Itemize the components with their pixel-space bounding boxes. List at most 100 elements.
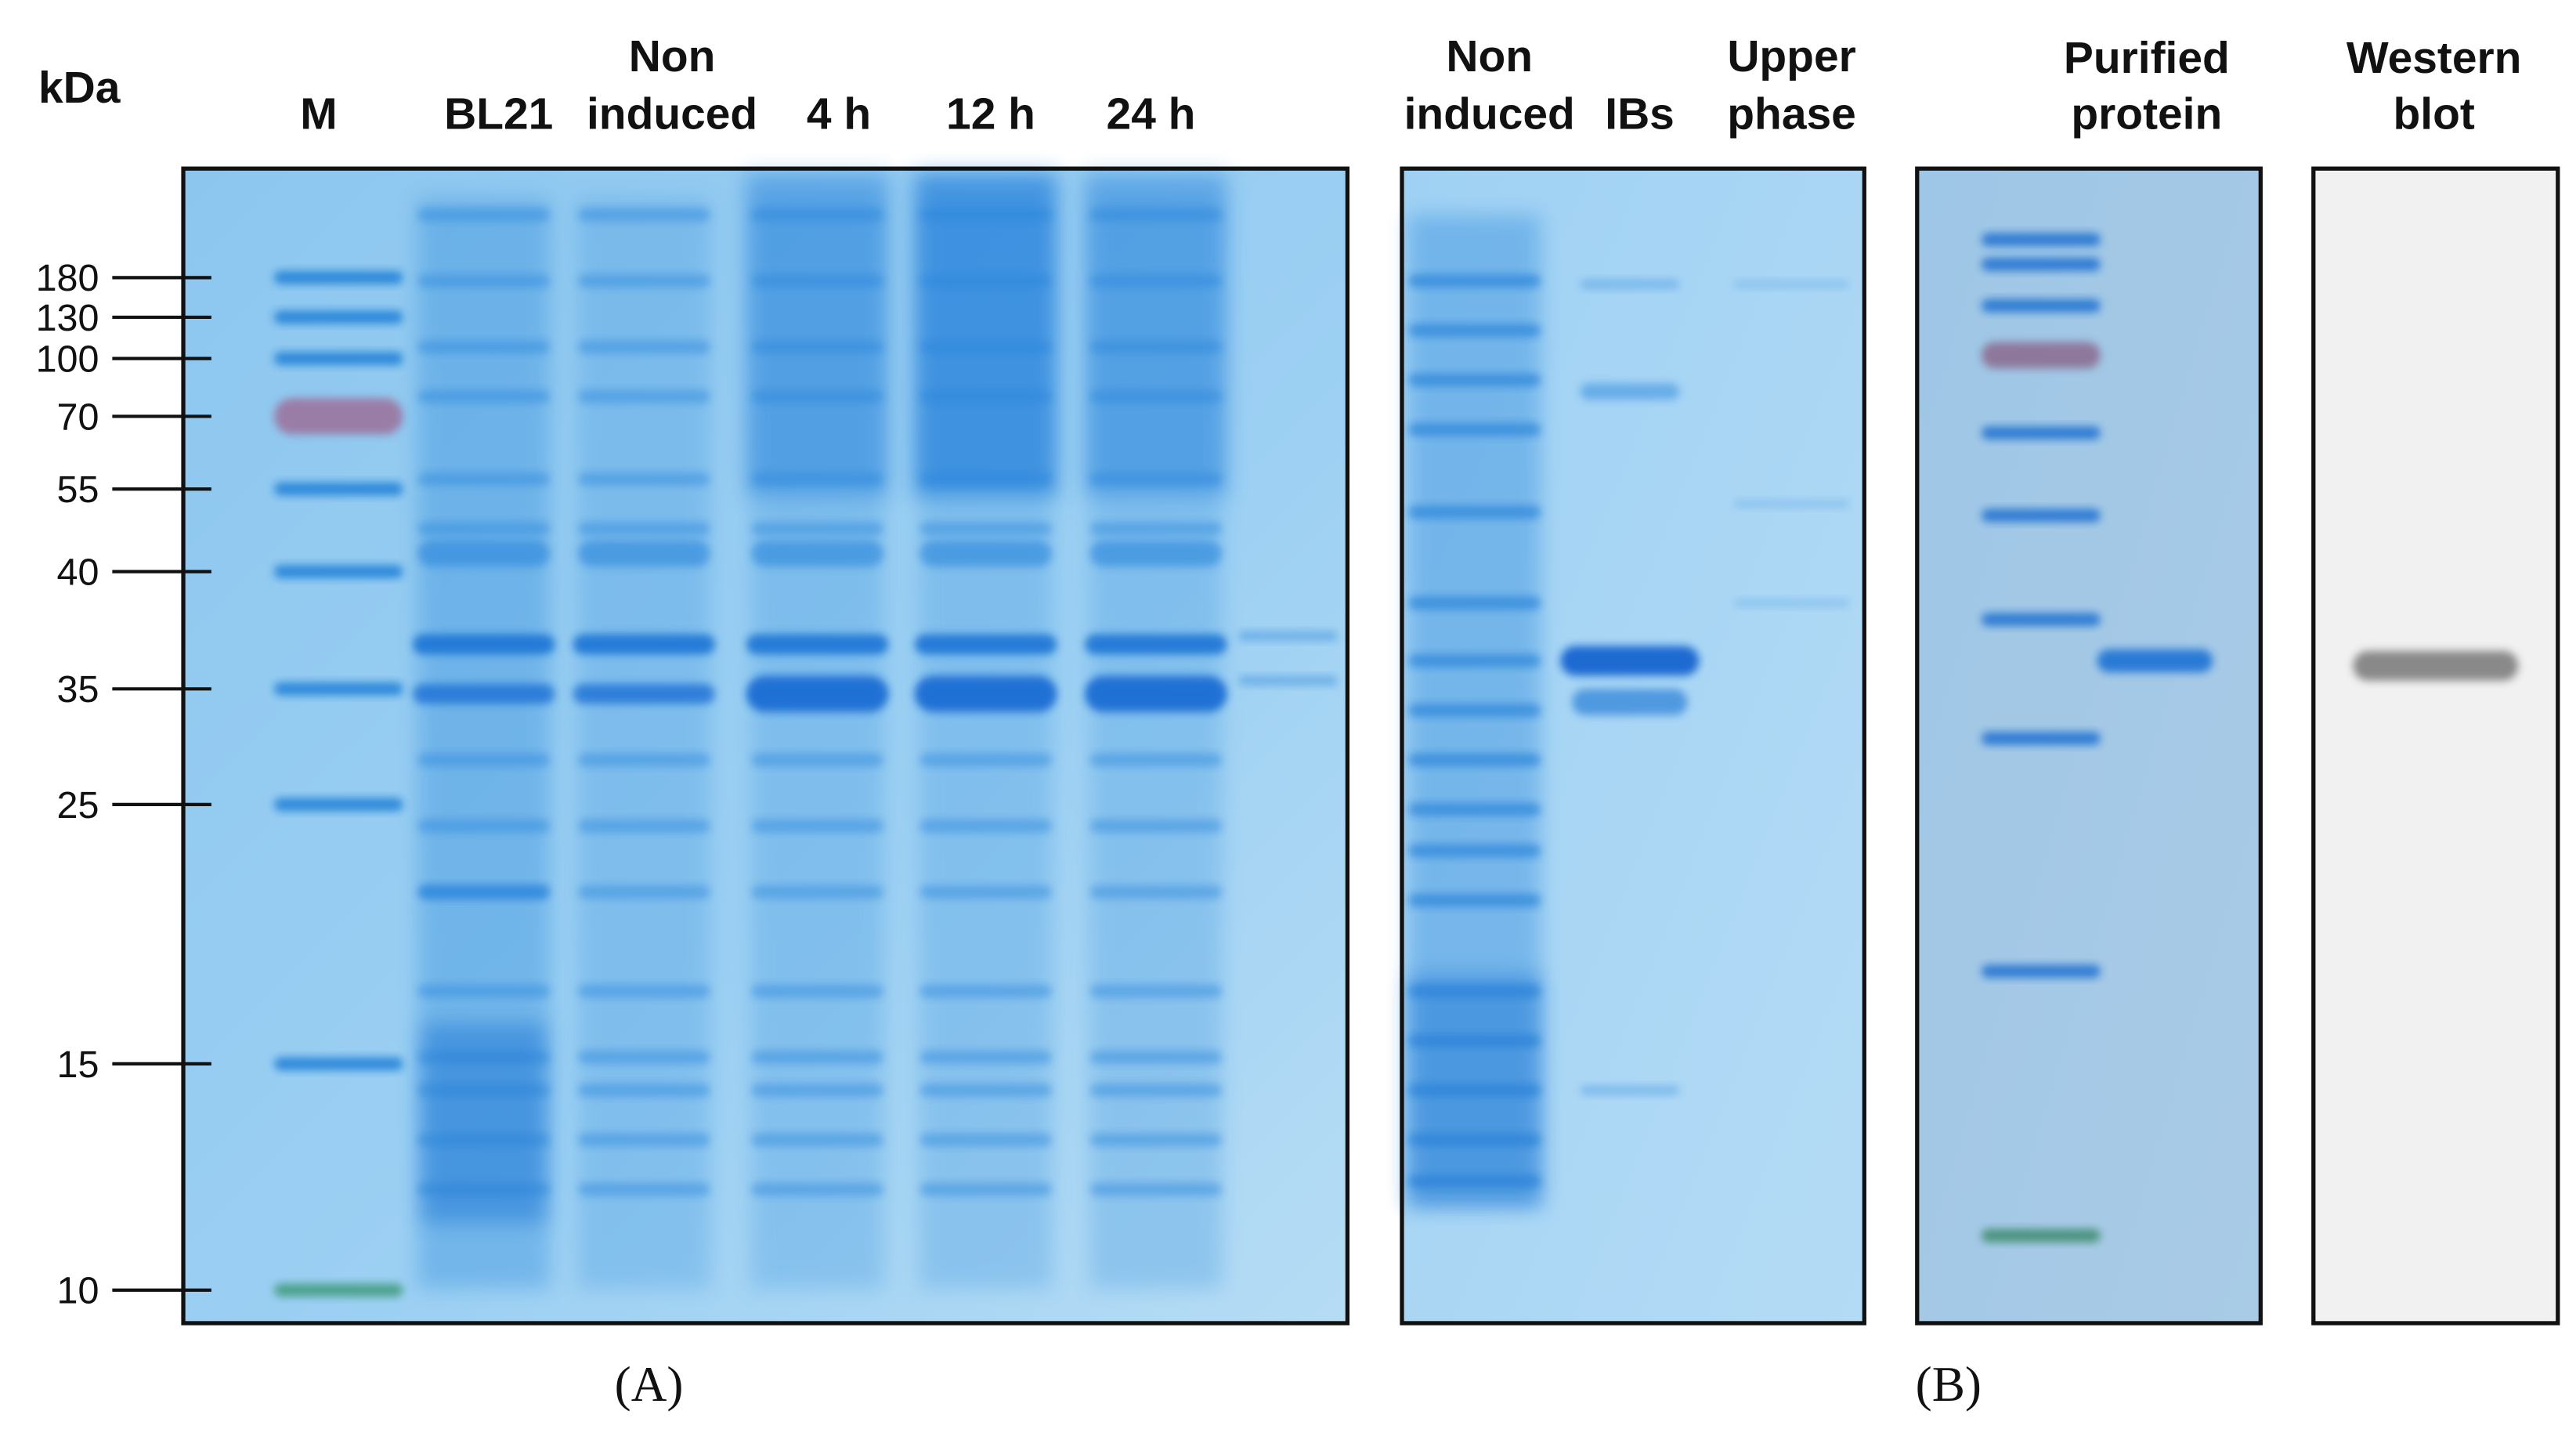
band bbox=[573, 634, 715, 655]
band bbox=[577, 1051, 710, 1064]
band bbox=[1982, 732, 2101, 746]
band bbox=[1408, 893, 1541, 907]
band bbox=[577, 885, 710, 899]
band bbox=[577, 208, 710, 222]
gel-b2 bbox=[1917, 168, 2261, 1323]
band bbox=[1089, 885, 1223, 899]
band bbox=[1982, 508, 2101, 523]
band bbox=[1408, 274, 1541, 288]
size-label: 35 bbox=[57, 668, 99, 711]
band bbox=[273, 352, 403, 366]
band bbox=[751, 472, 883, 486]
lane-label: induced bbox=[1404, 89, 1575, 139]
band bbox=[273, 310, 403, 324]
band bbox=[417, 389, 551, 403]
band bbox=[273, 798, 403, 812]
band bbox=[1580, 383, 1680, 400]
band bbox=[751, 208, 883, 222]
panel-label: (A) bbox=[615, 1357, 684, 1412]
band bbox=[915, 634, 1057, 655]
band bbox=[1089, 1182, 1223, 1196]
band bbox=[2353, 650, 2519, 681]
gel-frame bbox=[1400, 166, 1866, 1326]
band bbox=[751, 340, 883, 354]
band bbox=[751, 753, 883, 767]
band bbox=[573, 683, 715, 704]
band bbox=[1408, 753, 1541, 767]
band bbox=[577, 389, 710, 403]
band bbox=[919, 1133, 1053, 1147]
band bbox=[417, 274, 551, 288]
lane-label: 12 h bbox=[946, 89, 1035, 139]
size-label: 15 bbox=[57, 1044, 99, 1086]
band bbox=[1089, 274, 1223, 288]
band bbox=[577, 472, 710, 486]
lane-label: 24 h bbox=[1107, 89, 1196, 139]
band bbox=[417, 208, 551, 222]
band bbox=[1408, 704, 1541, 718]
band bbox=[1580, 1085, 1680, 1095]
band bbox=[1572, 689, 1688, 716]
lane-label: IBs bbox=[1605, 89, 1675, 139]
band bbox=[1982, 298, 2101, 313]
lane-label: phase bbox=[1727, 89, 1855, 139]
band bbox=[1089, 753, 1223, 767]
band bbox=[915, 675, 1057, 712]
band bbox=[417, 540, 551, 567]
smear bbox=[421, 1024, 546, 1223]
band bbox=[919, 540, 1053, 567]
size-label: 55 bbox=[57, 468, 99, 511]
smear bbox=[1085, 173, 1227, 496]
band bbox=[413, 634, 555, 655]
band bbox=[1089, 389, 1223, 403]
smear bbox=[915, 173, 1057, 496]
band bbox=[751, 274, 883, 288]
band bbox=[919, 1051, 1053, 1064]
size-label: 180 bbox=[36, 257, 99, 299]
band bbox=[2097, 649, 2213, 673]
band bbox=[919, 1182, 1053, 1196]
band bbox=[1580, 279, 1680, 290]
lane-label: Western bbox=[2347, 33, 2522, 83]
band bbox=[1089, 208, 1223, 222]
band bbox=[1408, 802, 1541, 816]
band bbox=[1085, 634, 1227, 655]
band bbox=[577, 984, 710, 998]
band bbox=[1982, 1228, 2101, 1243]
size-label: 10 bbox=[57, 1270, 99, 1312]
lane-label: induced bbox=[587, 89, 757, 139]
band bbox=[919, 389, 1053, 403]
band bbox=[1982, 426, 2101, 440]
band bbox=[1733, 599, 1850, 607]
band bbox=[417, 984, 551, 998]
lane-label: Non bbox=[629, 31, 716, 81]
band bbox=[1733, 499, 1850, 508]
band bbox=[1408, 596, 1541, 610]
band bbox=[751, 522, 883, 536]
band bbox=[919, 208, 1053, 222]
band bbox=[751, 540, 883, 567]
band bbox=[577, 540, 710, 567]
band bbox=[919, 885, 1053, 899]
band bbox=[577, 522, 710, 536]
band bbox=[751, 984, 883, 998]
band bbox=[1982, 613, 2101, 627]
band bbox=[1408, 422, 1541, 436]
gel-frame bbox=[2311, 166, 2560, 1326]
lane-label: Purified bbox=[2064, 33, 2230, 83]
band bbox=[417, 819, 551, 833]
unit-label: kDa bbox=[38, 63, 121, 113]
band bbox=[919, 819, 1053, 833]
size-label: 40 bbox=[57, 551, 99, 593]
band bbox=[919, 984, 1053, 998]
band bbox=[273, 270, 403, 284]
band bbox=[577, 753, 710, 767]
band bbox=[919, 274, 1053, 288]
panel-label: (B) bbox=[1916, 1357, 1982, 1412]
band bbox=[417, 753, 551, 767]
size-label: 130 bbox=[36, 297, 99, 339]
band bbox=[1982, 258, 2101, 271]
frames bbox=[181, 166, 2560, 1326]
band bbox=[419, 885, 548, 899]
band bbox=[1089, 522, 1223, 536]
